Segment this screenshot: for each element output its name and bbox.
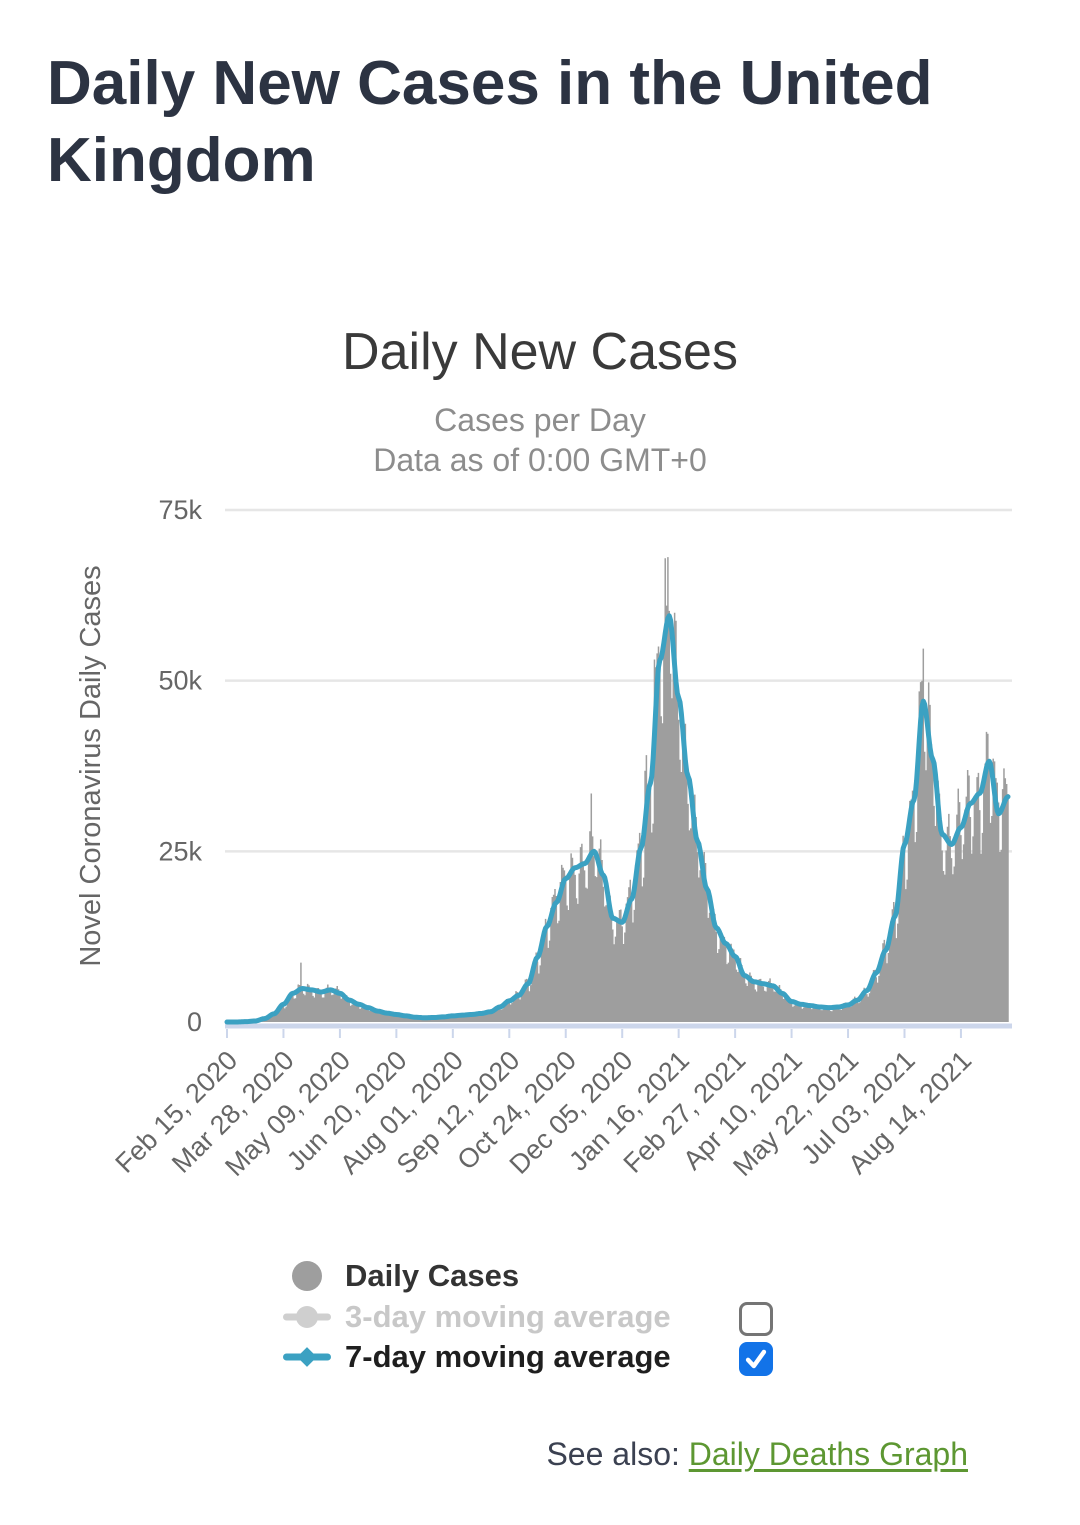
chart-subtitle-cases-per-day: Cases per Day (434, 402, 646, 438)
legend-label-daily-cases: Daily Cases (345, 1258, 520, 1293)
checkbox-3day-average[interactable] (739, 1302, 773, 1336)
svg-text:0: 0 (187, 1007, 202, 1037)
see-also-footer: See also: Daily Deaths Graph (546, 1436, 968, 1473)
legend-item-daily-cases[interactable]: Daily Cases (283, 1256, 519, 1296)
seven-day-average-line (224, 613, 1011, 1025)
three-day-average-marker-icon (283, 1306, 331, 1328)
page-title: Daily New Cases in the United Kingdom (47, 49, 933, 195)
seven-day-average-marker-icon (283, 1347, 331, 1367)
see-also-label: See also: (546, 1436, 689, 1472)
checkmark-icon (745, 1349, 767, 1369)
chart-subtitle-data-asof: Data as of 0:00 GMT+0 (373, 442, 707, 478)
svg-text:25k: 25k (158, 836, 202, 866)
daily-cases-marker-icon (292, 1261, 322, 1291)
daily-deaths-graph-link[interactable]: Daily Deaths Graph (688, 1436, 968, 1472)
svg-text:50k: 50k (158, 666, 202, 696)
legend-label-7day-average: 7-day moving average (345, 1339, 671, 1374)
daily-cases-bars (237, 557, 1009, 1022)
y-axis-title: Novel Coronavirus Daily Cases (75, 565, 107, 966)
legend-label-3day-average: 3-day moving average (345, 1299, 671, 1334)
chart-title: Daily New Cases (342, 323, 738, 381)
legend-item-7day-average[interactable]: 7-day moving average (283, 1337, 671, 1377)
y-axis-labels: 0 25k 50k 75k (158, 495, 202, 1037)
checkbox-7day-average[interactable] (739, 1342, 773, 1376)
legend-item-3day-average[interactable]: 3-day moving average (283, 1297, 671, 1337)
gridlines (225, 508, 1012, 853)
svg-text:75k: 75k (158, 495, 202, 525)
